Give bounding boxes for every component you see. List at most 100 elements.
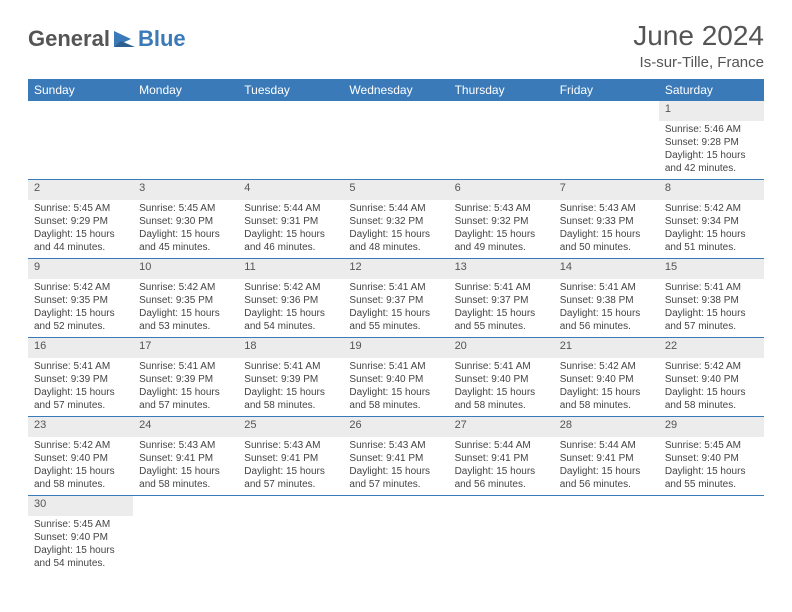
- day-cell: Sunrise: 5:42 AMSunset: 9:40 PMDaylight:…: [554, 358, 659, 417]
- day-cell: Sunrise: 5:45 AMSunset: 9:30 PMDaylight:…: [133, 200, 238, 259]
- day-number: 7: [554, 180, 659, 201]
- day-detail-line: Sunset: 9:40 PM: [34, 452, 127, 465]
- weekday-header: Friday: [554, 79, 659, 101]
- day-cell: Sunrise: 5:41 AMSunset: 9:38 PMDaylight:…: [554, 279, 659, 338]
- day-cell: Sunrise: 5:41 AMSunset: 9:40 PMDaylight:…: [449, 358, 554, 417]
- day-detail-line: Daylight: 15 hours and 45 minutes.: [139, 228, 232, 254]
- day-detail-line: Daylight: 15 hours and 57 minutes.: [139, 386, 232, 412]
- day-number: [343, 496, 448, 517]
- logo: General Blue: [28, 26, 186, 52]
- day-detail-line: Daylight: 15 hours and 58 minutes.: [244, 386, 337, 412]
- day-number: 2: [28, 180, 133, 201]
- day-number: 20: [449, 338, 554, 359]
- day-detail-line: Daylight: 15 hours and 49 minutes.: [455, 228, 548, 254]
- day-detail-line: Sunset: 9:36 PM: [244, 294, 337, 307]
- day-detail-line: Sunset: 9:32 PM: [349, 215, 442, 228]
- day-number-row: 30: [28, 496, 764, 517]
- day-detail-line: Sunset: 9:39 PM: [244, 373, 337, 386]
- day-detail-line: Sunrise: 5:41 AM: [244, 360, 337, 373]
- day-detail-line: Sunset: 9:29 PM: [34, 215, 127, 228]
- day-number-row: 1: [28, 101, 764, 121]
- day-cell: Sunrise: 5:42 AMSunset: 9:34 PMDaylight:…: [659, 200, 764, 259]
- day-content-row: Sunrise: 5:45 AMSunset: 9:40 PMDaylight:…: [28, 516, 764, 574]
- weekday-header: Monday: [133, 79, 238, 101]
- page-header: General Blue June 2024 Is-sur-Tille, Fra…: [28, 20, 764, 71]
- day-detail-line: Daylight: 15 hours and 55 minutes.: [349, 307, 442, 333]
- day-detail-line: Daylight: 15 hours and 57 minutes.: [665, 307, 758, 333]
- day-cell: Sunrise: 5:43 AMSunset: 9:41 PMDaylight:…: [238, 437, 343, 496]
- day-cell: [238, 121, 343, 180]
- day-detail-line: Sunrise: 5:45 AM: [34, 202, 127, 215]
- day-number: 28: [554, 417, 659, 438]
- day-cell: Sunrise: 5:42 AMSunset: 9:40 PMDaylight:…: [659, 358, 764, 417]
- day-number: [28, 101, 133, 121]
- day-detail-line: Sunrise: 5:42 AM: [139, 281, 232, 294]
- day-number: 10: [133, 259, 238, 280]
- day-number-row: 9101112131415: [28, 259, 764, 280]
- day-detail-line: Daylight: 15 hours and 56 minutes.: [560, 465, 653, 491]
- day-number: 4: [238, 180, 343, 201]
- day-detail-line: Sunrise: 5:44 AM: [244, 202, 337, 215]
- title-block: June 2024 Is-sur-Tille, France: [633, 20, 764, 71]
- day-cell: Sunrise: 5:41 AMSunset: 9:37 PMDaylight:…: [343, 279, 448, 338]
- day-detail-line: Sunset: 9:39 PM: [34, 373, 127, 386]
- day-cell: Sunrise: 5:44 AMSunset: 9:31 PMDaylight:…: [238, 200, 343, 259]
- day-number: 19: [343, 338, 448, 359]
- day-number: 27: [449, 417, 554, 438]
- day-detail-line: Sunset: 9:33 PM: [560, 215, 653, 228]
- day-detail-line: Daylight: 15 hours and 50 minutes.: [560, 228, 653, 254]
- day-detail-line: Daylight: 15 hours and 58 minutes.: [349, 386, 442, 412]
- day-detail-line: Sunset: 9:31 PM: [244, 215, 337, 228]
- day-detail-line: Daylight: 15 hours and 58 minutes.: [34, 465, 127, 491]
- day-number: 21: [554, 338, 659, 359]
- day-detail-line: Daylight: 15 hours and 56 minutes.: [455, 465, 548, 491]
- day-cell: Sunrise: 5:45 AMSunset: 9:29 PMDaylight:…: [28, 200, 133, 259]
- day-detail-line: Sunrise: 5:44 AM: [349, 202, 442, 215]
- day-detail-line: Sunrise: 5:43 AM: [349, 439, 442, 452]
- day-number: [343, 101, 448, 121]
- day-cell: Sunrise: 5:45 AMSunset: 9:40 PMDaylight:…: [28, 516, 133, 574]
- day-cell: Sunrise: 5:44 AMSunset: 9:32 PMDaylight:…: [343, 200, 448, 259]
- day-detail-line: Sunrise: 5:42 AM: [560, 360, 653, 373]
- day-detail-line: Sunset: 9:40 PM: [665, 373, 758, 386]
- logo-flag-icon: [113, 29, 137, 49]
- day-content-row: Sunrise: 5:45 AMSunset: 9:29 PM Daylight:…: [28, 200, 764, 259]
- day-cell: Sunrise: 5:46 AMSunset: 9:28 PMDaylight:…: [659, 121, 764, 180]
- day-detail-line: Sunset: 9:41 PM: [139, 452, 232, 465]
- day-number: 23: [28, 417, 133, 438]
- day-number: 15: [659, 259, 764, 280]
- day-cell: [343, 516, 448, 574]
- day-number: 22: [659, 338, 764, 359]
- day-detail-line: Daylight: 15 hours and 46 minutes.: [244, 228, 337, 254]
- day-detail-line: Sunset: 9:41 PM: [455, 452, 548, 465]
- day-cell: Sunrise: 5:41 AMSunset: 9:39 PMDaylight:…: [133, 358, 238, 417]
- calendar-table: Sunday Monday Tuesday Wednesday Thursday…: [28, 79, 764, 574]
- day-number: 26: [343, 417, 448, 438]
- day-detail-line: Sunset: 9:38 PM: [665, 294, 758, 307]
- day-detail-line: Sunset: 9:34 PM: [665, 215, 758, 228]
- day-detail-line: Daylight: 15 hours and 57 minutes.: [34, 386, 127, 412]
- weekday-header: Saturday: [659, 79, 764, 101]
- day-detail-line: Sunset: 9:40 PM: [349, 373, 442, 386]
- day-detail-line: Sunset: 9:38 PM: [560, 294, 653, 307]
- day-detail-line: Sunrise: 5:43 AM: [244, 439, 337, 452]
- day-number: [554, 496, 659, 517]
- day-cell: Sunrise: 5:41 AMSunset: 9:38 PMDaylight:…: [659, 279, 764, 338]
- day-detail-line: Daylight: 15 hours and 54 minutes.: [34, 544, 127, 570]
- day-detail-line: Sunset: 9:35 PM: [34, 294, 127, 307]
- day-cell: Sunrise: 5:42 AMSunset: 9:40 PMDaylight:…: [28, 437, 133, 496]
- weekday-header: Tuesday: [238, 79, 343, 101]
- day-detail-line: Sunset: 9:41 PM: [244, 452, 337, 465]
- day-number: 17: [133, 338, 238, 359]
- day-number: 14: [554, 259, 659, 280]
- day-detail-line: Sunrise: 5:41 AM: [455, 281, 548, 294]
- day-content-row: Sunrise: 5:41 AMSunset: 9:39 PMDaylight:…: [28, 358, 764, 417]
- day-detail-line: Sunset: 9:37 PM: [349, 294, 442, 307]
- day-cell: Sunrise: 5:41 AMSunset: 9:40 PMDaylight:…: [343, 358, 448, 417]
- day-detail-line: Daylight: 15 hours and 56 minutes.: [560, 307, 653, 333]
- day-cell: Sunrise: 5:42 AMSunset: 9:36 PMDaylight:…: [238, 279, 343, 338]
- day-detail-line: Sunset: 9:39 PM: [139, 373, 232, 386]
- day-detail-line: Sunrise: 5:42 AM: [665, 360, 758, 373]
- day-number: 30: [28, 496, 133, 517]
- day-cell: Sunrise: 5:44 AMSunset: 9:41 PMDaylight:…: [554, 437, 659, 496]
